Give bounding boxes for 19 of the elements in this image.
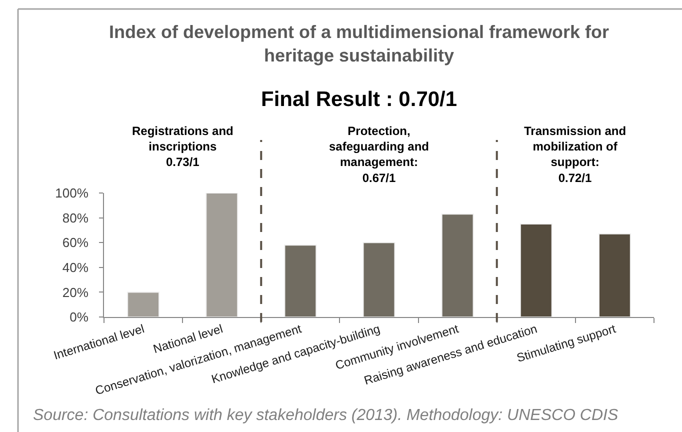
y-tick-label: 40% <box>62 260 89 275</box>
text: Registrations and inscriptions 0.73/1 <box>132 124 234 170</box>
y-tick-label: 100% <box>55 186 89 201</box>
bar <box>206 193 238 317</box>
chart-title: Index of development of a multidimensional framework for heritage sustainability <box>108 22 610 66</box>
y-tick-label: 0% <box>70 310 89 325</box>
y-tick-label: 20% <box>62 284 89 300</box>
y-tick-label: 80% <box>62 210 89 226</box>
bar <box>520 224 552 317</box>
bar <box>441 214 474 317</box>
source-note: Source: Consultations with key stakeholders (2013). Methodology: UNESCO CDIS <box>33 407 618 424</box>
bar <box>362 242 396 317</box>
text: Protection, safeguarding and management: 0.67/1 <box>329 124 430 185</box>
text: Transmission and mobilization of support: 0.72/1 <box>524 124 626 185</box>
bar <box>127 292 160 317</box>
chart-subtitle: Final Result : 0.70/1 <box>261 88 458 111</box>
bar <box>598 233 631 317</box>
bar <box>284 244 317 317</box>
y-tick-label: 60% <box>62 235 89 250</box>
